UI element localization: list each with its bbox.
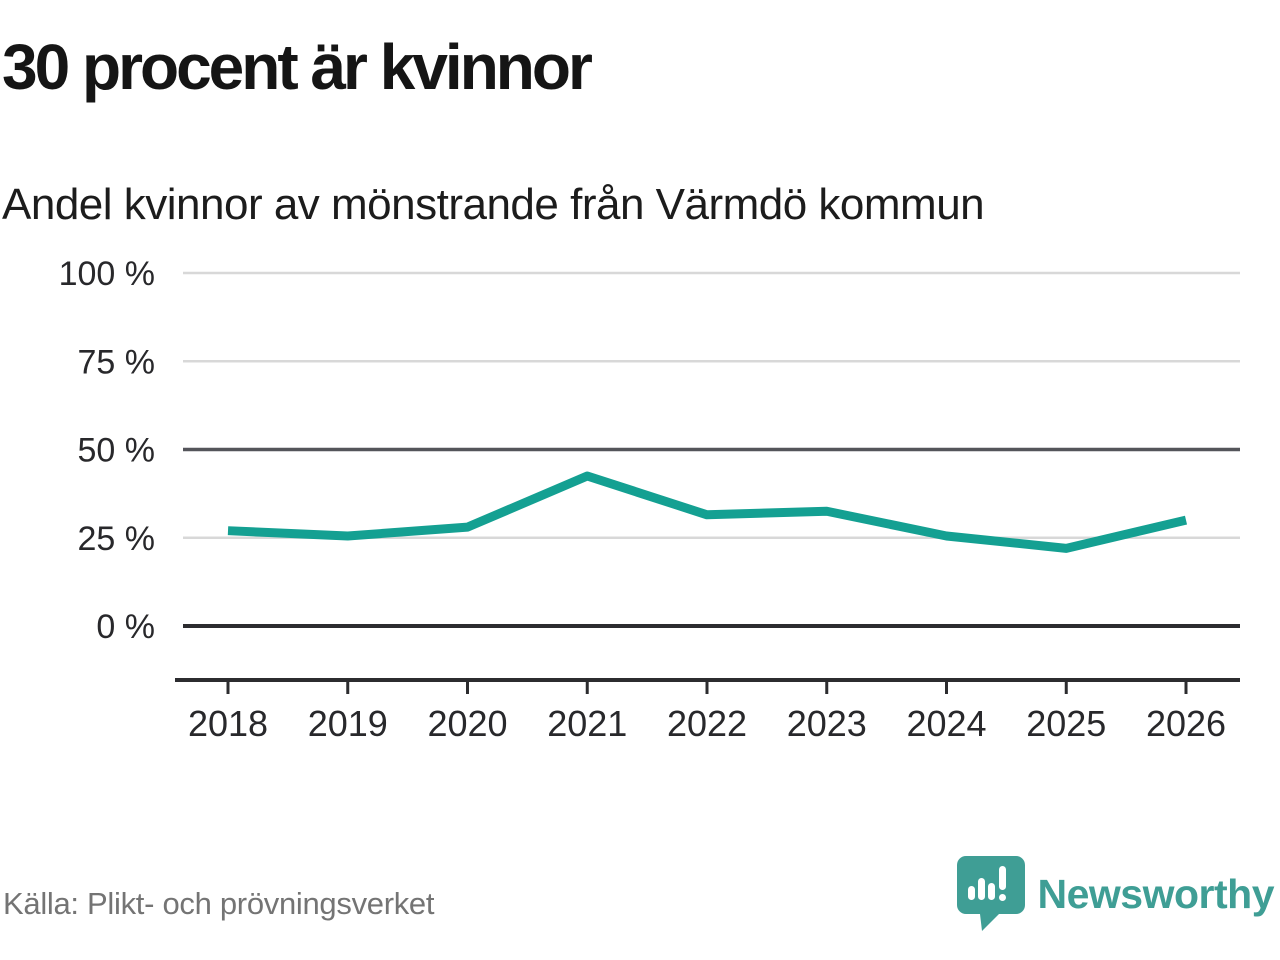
y-tick-label: 50 % — [78, 432, 156, 470]
x-tick-label: 2023 — [787, 703, 867, 744]
x-tick-label: 2021 — [547, 703, 627, 744]
x-tick-label: 2018 — [188, 703, 268, 744]
y-tick-label: 25 % — [78, 520, 156, 558]
newsworthy-logo: Newsworthy — [956, 854, 1275, 934]
newsworthy-logo-text: Newsworthy — [1037, 870, 1275, 917]
x-tick-label: 2022 — [667, 703, 747, 744]
x-tick-label: 2019 — [308, 703, 388, 744]
source-note: Källa: Plikt- och prövningsverket — [3, 886, 435, 921]
newsworthy-logo-icon — [956, 856, 1025, 931]
x-tick-label: 2026 — [1146, 703, 1226, 744]
line-chart: 0 % 25 % 50 % 75 % 100 % 2018 2019 2020 2021 2022… — [59, 255, 1240, 744]
x-tick-label: 2025 — [1026, 703, 1106, 744]
x-tick-label: 2024 — [906, 703, 986, 744]
chart-title: 30 procent är kvinnor — [2, 31, 593, 103]
y-tick-label: 75 % — [78, 343, 156, 381]
y-tick-label: 0 % — [96, 608, 155, 646]
x-tick-label: 2020 — [427, 703, 507, 744]
chart-subtitle: Andel kvinnor av mönstrande från Värmdö … — [2, 180, 985, 229]
data-line-Andel kvinnor av mönstrande — [227, 471, 1188, 553]
y-tick-label: 100 % — [59, 255, 155, 293]
